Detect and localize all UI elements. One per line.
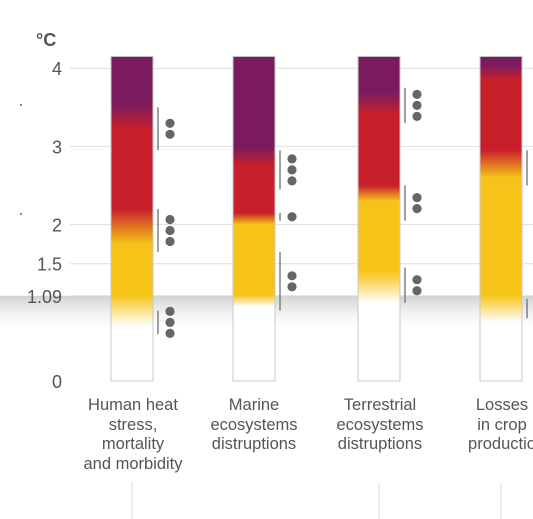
y-tick-label: 0 [52,372,62,392]
risk-bar [110,55,154,382]
confidence-dot [412,286,422,296]
confidence-dot [412,192,422,203]
risk-bar [232,55,276,382]
edge-mark [20,104,22,106]
confidence-dot [412,111,422,121]
confidence-dot [412,100,422,110]
confidence-dot [165,129,175,139]
confidence-dot [165,118,175,128]
confidence-dot [165,236,175,247]
y-tick-label: 2 [52,216,62,236]
y-tick-label: 1.5 [37,255,62,275]
confidence-dot [287,212,297,222]
confidence-dot [412,89,422,99]
confidence-dot [287,282,297,292]
risk-bar [357,55,401,382]
confidence-dot [165,225,175,236]
category-label: Marine ecosystems distruptions [210,396,298,453]
y-tick-label: 4 [52,59,62,79]
confidence-dot [165,306,175,316]
y-tick-label: 1.09 [27,287,62,307]
y-axis-unit: °C [36,30,56,50]
confidence-dot [287,176,297,186]
confidence-dot [165,328,175,338]
confidence-dot [412,275,422,285]
confidence-dot [287,154,297,164]
confidence-dot [412,203,422,214]
confidence-dot [165,317,175,327]
risk-bar [479,55,523,382]
category-label: Terrestrial ecosystems distruptions [336,396,424,453]
category-label: Human heat stress, mortality and morbidi… [83,396,183,473]
confidence-dot [287,271,297,281]
y-tick-label: 3 [52,137,62,157]
category-label: Losses in crop productio [468,396,533,453]
confidence-dot [165,214,175,225]
confidence-dot [287,165,297,175]
edge-mark [20,213,22,215]
